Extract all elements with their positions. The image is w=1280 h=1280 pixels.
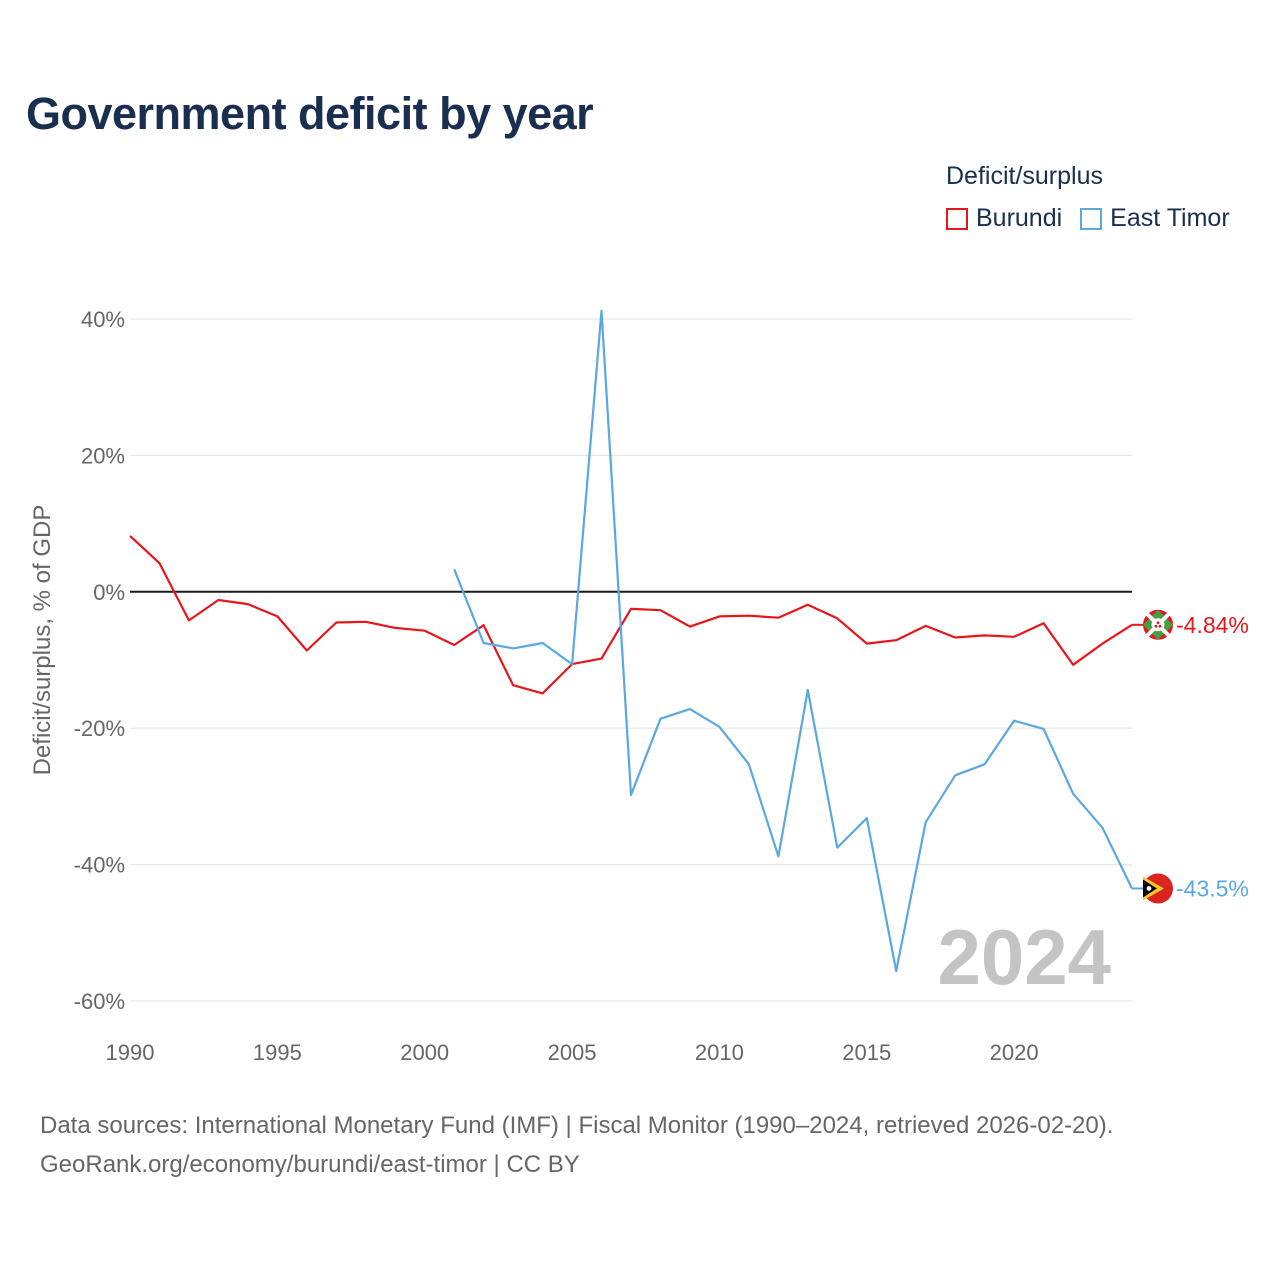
series-lines <box>129 309 1133 973</box>
gridlines <box>130 318 1132 1002</box>
series-line-burundi[interactable] <box>129 535 1133 695</box>
source-line-1: Data sources: International Monetary Fun… <box>40 1112 1114 1139</box>
x-tick-labels: 1990 1995 2000 2005 2010 2015 2020 <box>106 1040 1039 1065</box>
x-tick-label: 1990 <box>106 1040 155 1065</box>
x-tick-label: 2005 <box>548 1040 597 1065</box>
legend-label-east-timor: East Timor <box>1110 204 1230 232</box>
y-tick-label: -40% <box>74 853 125 878</box>
y-tick-label: -60% <box>74 989 125 1014</box>
y-tick-label: 40% <box>81 307 125 332</box>
source-line-2[interactable]: GeoRank.org/economy/burundi/east-timor |… <box>40 1151 580 1178</box>
end-label-burundi: -4.84% <box>1176 612 1249 638</box>
legend-item-east-timor[interactable]: East Timor <box>1080 204 1230 233</box>
burundi-flag-icon <box>1143 609 1173 640</box>
legend-title: Deficit/surplus <box>946 162 1103 190</box>
year-watermark: 2024 <box>937 913 1111 1001</box>
line-chart: 40% 20% 0% -20% -40% -60% 1990 1995 2000 2005 201… <box>29 307 1249 1065</box>
series-line-east-timor[interactable] <box>453 309 1133 973</box>
end-label-east-timor: -43.5% <box>1176 875 1249 901</box>
legend-swatch-east-timor <box>1080 207 1103 230</box>
x-tick-label: 2015 <box>842 1040 891 1065</box>
chart-title: Government deficit by year <box>26 88 594 139</box>
east-timor-flag-icon <box>1143 873 1173 904</box>
legend-item-burundi[interactable]: Burundi <box>946 204 1062 233</box>
x-tick-label: 2010 <box>695 1040 744 1065</box>
y-tick-labels: 40% 20% 0% -20% -40% -60% <box>74 307 125 1014</box>
legend-swatch-burundi <box>946 207 968 230</box>
y-tick-label: 0% <box>93 580 125 605</box>
x-tick-label: 2020 <box>990 1040 1039 1065</box>
x-tick-label: 2000 <box>400 1040 449 1065</box>
y-tick-label: 20% <box>81 443 125 468</box>
y-axis-title: Deficit/surplus, % of GDP <box>29 505 56 776</box>
legend-label-burundi: Burundi <box>976 204 1063 232</box>
x-tick-label: 1995 <box>253 1040 302 1065</box>
source-note: Data sources: International Monetary Fun… <box>40 1106 1113 1184</box>
end-labels: -4.84% -43.5% <box>1132 609 1249 904</box>
legend: Burundi East Timor <box>946 204 1248 233</box>
y-tick-label: -20% <box>74 716 125 741</box>
